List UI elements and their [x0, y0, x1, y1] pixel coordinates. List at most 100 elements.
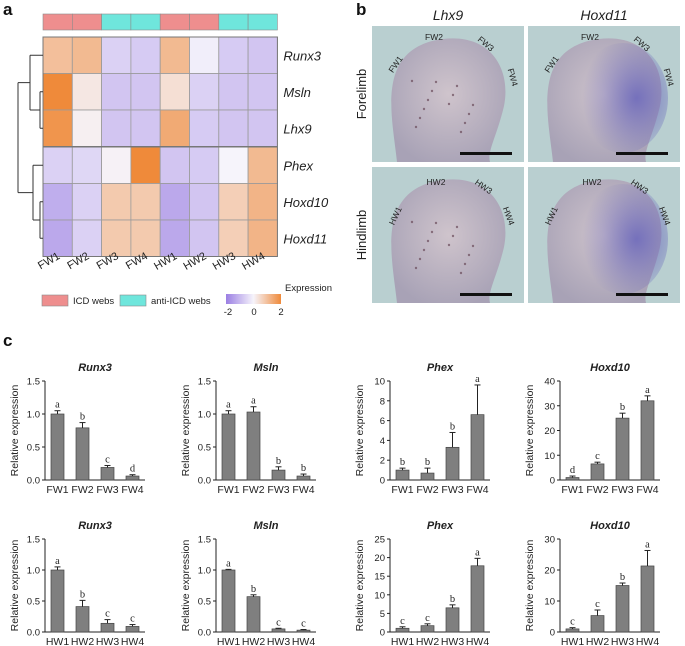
x-tick-label: FW1	[561, 484, 583, 496]
bar	[50, 569, 65, 633]
chart-title: Msln	[253, 362, 278, 374]
x-tick-label: FW3	[441, 484, 463, 496]
y-axis-title: Relative expression	[180, 385, 192, 477]
lhx9-stain-dot	[463, 262, 467, 266]
x-tick-label: HW3	[441, 636, 464, 646]
heatmap-cell	[159, 219, 190, 257]
heatmap-cell	[101, 73, 132, 111]
heatmap-cell	[71, 219, 103, 257]
y-tick-label: 0.0	[27, 628, 40, 639]
heatmap-cell	[130, 183, 161, 221]
significance-letter: c	[570, 617, 575, 628]
legend-swatch-anti-icd	[119, 294, 147, 307]
significance-letter: a	[226, 400, 231, 411]
y-tick-label: 1.0	[27, 566, 40, 577]
y-axis-title: Relative expression	[354, 385, 366, 477]
chart-title: Phex	[427, 520, 454, 532]
heatmap-cell	[101, 109, 132, 147]
y-tick-label: 0.5	[198, 443, 211, 454]
significance-letter: a	[645, 539, 650, 550]
y-axis-title: Relative expression	[524, 385, 536, 477]
y-tick-label: 1.0	[198, 566, 211, 577]
x-tick-label: HW1	[561, 636, 584, 646]
bar	[565, 477, 580, 481]
bar	[75, 427, 90, 481]
y-axis-title: Relative expression	[524, 540, 536, 632]
expression-scale-title: Expression	[285, 283, 332, 294]
bar	[125, 626, 140, 633]
lhx9-stain-dot	[455, 225, 459, 229]
scale-bar	[460, 293, 512, 296]
bar	[221, 569, 236, 633]
heatmap-cell	[218, 73, 249, 111]
y-tick-label: 0.0	[27, 476, 40, 487]
lhx9-stain-dot	[471, 103, 475, 107]
heatmap-cell	[218, 219, 249, 257]
y-tick-label: 40	[544, 377, 555, 388]
lhx9-stain-dot	[467, 253, 471, 257]
heatmap-cell	[130, 36, 161, 74]
bar	[125, 475, 140, 481]
chart-title: Hoxd10	[590, 362, 631, 374]
lhx9-stain-dot	[414, 266, 418, 270]
legend-label-anti-icd: anti-ICD webs	[151, 296, 211, 307]
bar	[246, 411, 261, 481]
lhx9-stain-dot	[451, 93, 455, 97]
bar	[640, 565, 655, 633]
web-label: FW4	[662, 67, 676, 87]
limb-tissue	[391, 38, 506, 162]
group-bar-cell	[189, 13, 220, 31]
lhx9-stain-dot	[414, 125, 418, 129]
x-tick-label: HW3	[267, 636, 290, 646]
heatmap-cell	[101, 219, 132, 257]
heatmap-cell	[101, 146, 132, 184]
heatmap-cell	[130, 109, 161, 147]
panel-letter-c: c	[3, 331, 12, 350]
heatmap-cell	[218, 146, 249, 184]
heatmap-cell	[71, 146, 103, 184]
web-label: FW2	[425, 32, 443, 42]
significance-letter: c	[301, 619, 306, 630]
bar	[470, 414, 485, 481]
heatmap-cell	[42, 36, 73, 74]
heatmap-cell	[159, 109, 190, 147]
lhx9-stain-dot	[410, 79, 414, 83]
bar	[565, 628, 580, 633]
bar	[615, 585, 630, 633]
legend-label-icd: ICD webs	[73, 296, 114, 307]
y-tick-label: 10	[544, 451, 555, 462]
lhx9-stain-dot	[430, 230, 434, 234]
bar	[445, 607, 460, 633]
heatmap-cell	[42, 146, 73, 184]
significance-letter: c	[105, 609, 110, 620]
y-axis-title: Relative expression	[9, 540, 21, 632]
heatmap-cell	[101, 36, 132, 74]
x-tick-label: FW3	[611, 484, 633, 496]
y-tick-label: 1.5	[27, 535, 40, 546]
x-tick-label: HW3	[96, 636, 119, 646]
significance-letter: b	[620, 572, 625, 583]
expression-scale-tick: 2	[278, 307, 283, 318]
lhx9-stain-dot	[459, 130, 463, 134]
lhx9-stain-dot	[422, 107, 426, 111]
x-tick-label: HW3	[611, 636, 634, 646]
significance-letter: a	[55, 556, 60, 567]
y-tick-label: 0.5	[198, 597, 211, 608]
scale-bar	[460, 152, 512, 155]
heatmap-row-label: Lhx9	[283, 121, 311, 136]
panel-letter-a: a	[3, 0, 13, 19]
lhx9-stain-dot	[410, 220, 414, 224]
y-axis-title: Relative expression	[9, 385, 21, 477]
heatmap-cell	[218, 109, 249, 147]
group-bar-cell	[72, 13, 102, 31]
heatmap-cell	[71, 183, 103, 221]
bar-chart: Phex 0 2 4 6 8 10 Relative expression b FW1 b FW2 b F…	[354, 362, 490, 496]
significance-letter: d	[130, 464, 136, 475]
significance-letter: b	[450, 421, 455, 432]
significance-letter: b	[80, 412, 85, 423]
heatmap-cell	[189, 36, 220, 74]
heatmap-cell	[42, 109, 73, 147]
chart-title: Hoxd10	[590, 520, 631, 532]
